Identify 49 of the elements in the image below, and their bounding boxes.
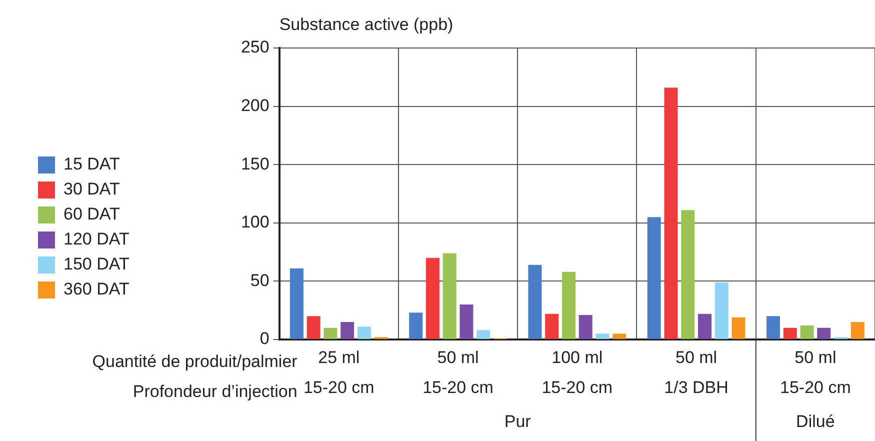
bar xyxy=(732,317,746,339)
text: Quantité de produit/palmier xyxy=(92,352,298,372)
y-tick-label: 250 xyxy=(240,38,270,57)
y-tick-label: 200 xyxy=(240,96,270,115)
x-tick-label: 50 ml 15-20 cm xyxy=(422,348,494,397)
bar xyxy=(714,282,728,339)
legend-label: 120 DAT xyxy=(64,230,130,249)
bar xyxy=(647,217,661,339)
legend-label: 150 DAT xyxy=(64,254,130,274)
bar xyxy=(460,304,474,339)
y-tick-label: 100 xyxy=(240,212,270,232)
bar xyxy=(766,316,780,339)
legend-label: 360 DAT xyxy=(64,280,130,299)
y-tick-label: 150 xyxy=(240,154,270,174)
bar xyxy=(340,322,354,339)
x-tick-label: 50 ml 1/3 DBH xyxy=(664,348,728,397)
bar xyxy=(817,328,831,339)
x-tick-label: 25 ml 15-20 cm xyxy=(303,348,374,397)
bar xyxy=(409,312,423,339)
x-tick-label: 50 ml 15-20 cm xyxy=(780,348,851,397)
bar xyxy=(290,268,304,339)
bar xyxy=(850,322,864,339)
bar xyxy=(426,258,440,339)
text: Pur xyxy=(504,412,532,432)
y-tick-label: 0 xyxy=(260,329,270,348)
text: Dilué xyxy=(796,412,835,432)
legend-label: 30 DAT xyxy=(64,180,120,199)
bar xyxy=(442,253,456,339)
y-tick-label: 50 xyxy=(250,270,270,290)
bar xyxy=(324,328,338,339)
bar xyxy=(357,326,371,339)
bar xyxy=(545,314,559,339)
bar xyxy=(596,334,610,339)
bar xyxy=(306,316,320,339)
bar xyxy=(664,88,678,339)
bar xyxy=(698,314,712,339)
bar xyxy=(578,315,592,339)
bar xyxy=(562,272,576,339)
text: Profondeur d’injection xyxy=(132,382,298,402)
bar xyxy=(800,326,814,339)
x-tick-label: 100 ml 15-20 cm xyxy=(542,348,613,397)
bar xyxy=(681,210,695,339)
bar xyxy=(783,328,797,339)
y-axis-title: Substance active (ppb) xyxy=(279,15,454,34)
legend-label: 60 DAT xyxy=(64,204,120,224)
legend-label: 15 DAT xyxy=(64,154,120,174)
bar xyxy=(476,330,490,339)
bar xyxy=(528,264,542,339)
bar xyxy=(612,334,626,339)
